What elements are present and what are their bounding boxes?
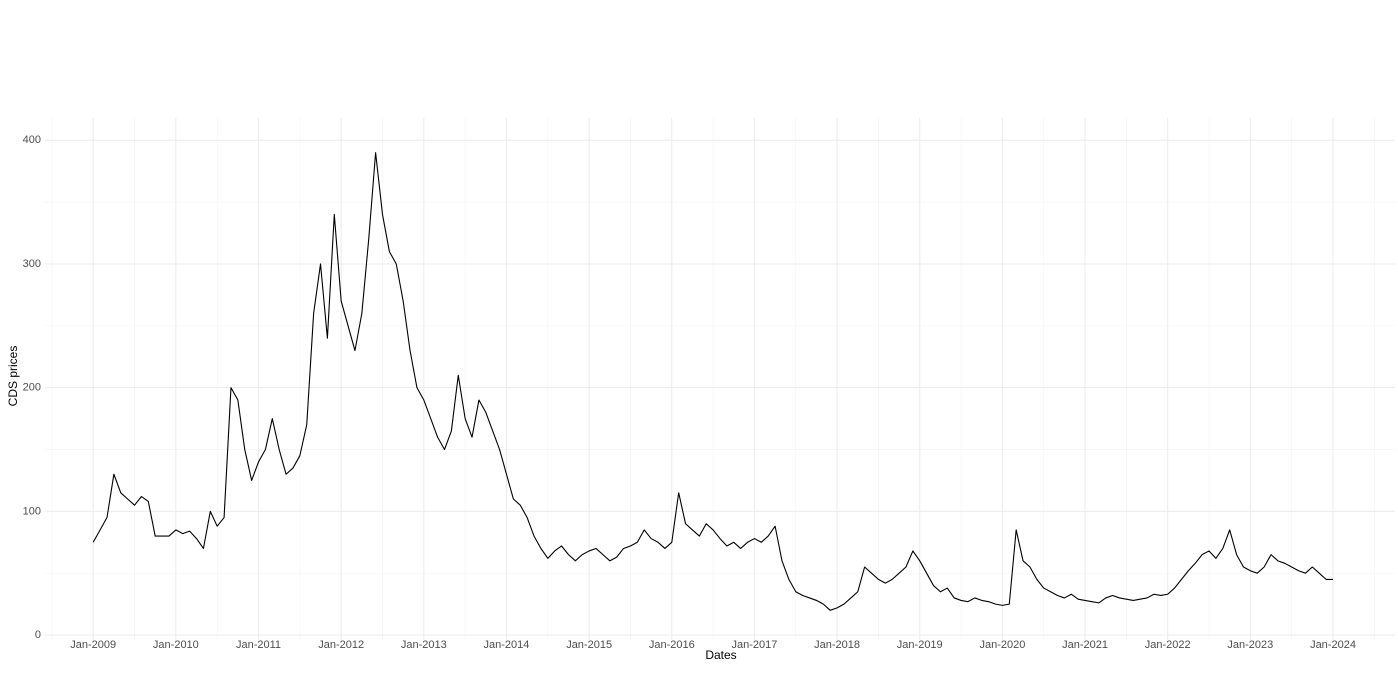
x-tick-label: Jan-2009: [70, 639, 116, 651]
x-tick-label: Jan-2023: [1227, 639, 1273, 651]
x-tick-label: Jan-2011: [236, 639, 281, 651]
x-tick-label: Jan-2022: [1145, 639, 1191, 651]
y-tick-label: 200: [23, 382, 41, 394]
x-tick-label: Jan-2019: [897, 639, 943, 651]
y-tick-label: 100: [23, 505, 41, 517]
data-line: [92, 152, 1334, 611]
x-tick-label: Jan-2024: [1310, 639, 1356, 651]
x-tick-label: Jan-2017: [732, 639, 778, 651]
x-tick-label: Jan-2012: [318, 639, 364, 651]
y-tick-label: 300: [23, 258, 41, 270]
x-tick-label: Jan-2015: [566, 639, 612, 651]
x-tick-label: Jan-2014: [484, 639, 530, 651]
y-axis-title: CDS prices: [6, 346, 20, 407]
x-tick-label: Jan-2021: [1062, 639, 1108, 651]
y-tick-label: 400: [23, 134, 41, 146]
x-tick-label: Jan-2013: [401, 639, 447, 651]
x-tick-label: Jan-2010: [153, 639, 199, 651]
x-axis-title: Dates: [705, 648, 736, 662]
x-tick-label: Jan-2018: [814, 639, 860, 651]
x-tick-label: Jan-2016: [649, 639, 695, 651]
x-tick-label: Jan-2020: [979, 639, 1025, 651]
y-tick-label: 0: [35, 629, 41, 641]
